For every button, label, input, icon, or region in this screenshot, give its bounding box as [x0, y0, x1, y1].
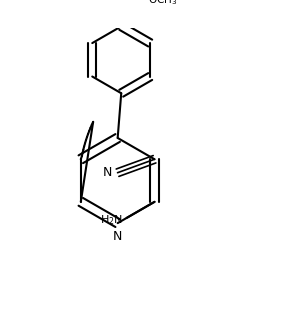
Text: OCH$_3$: OCH$_3$ — [148, 0, 177, 7]
Text: N: N — [103, 166, 112, 179]
Text: H$_2$N: H$_2$N — [100, 213, 123, 227]
Text: N: N — [113, 230, 122, 243]
